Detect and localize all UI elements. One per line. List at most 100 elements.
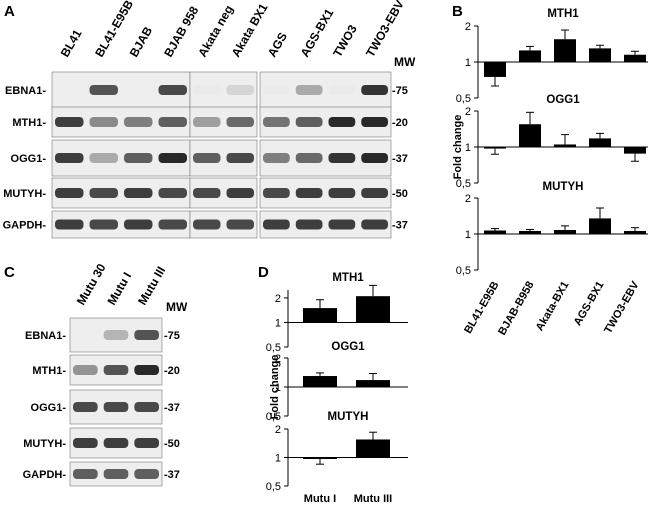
blot-band: [328, 153, 356, 163]
lane-label: BL41: [58, 27, 85, 60]
blot-band: [103, 402, 129, 412]
x-category-label: BJAB-B958: [496, 280, 536, 338]
blot-band: [103, 469, 129, 479]
blot-band: [89, 85, 118, 95]
panel-letter-b: B: [452, 3, 463, 20]
chart-title: MTH1: [332, 272, 364, 284]
blot-band: [158, 85, 187, 95]
blot-band: [263, 219, 290, 230]
bar: [356, 296, 390, 323]
x-category-label: BL41-E95B: [462, 279, 501, 335]
blot-band: [361, 153, 388, 163]
blot-band: [295, 85, 323, 95]
chart-title: MTH1: [547, 8, 579, 20]
panel-letter-d: D: [258, 264, 269, 281]
blot-band: [103, 365, 129, 375]
mw-marker: -75: [164, 330, 180, 342]
blot-band: [55, 188, 84, 198]
mw-marker: -20: [164, 365, 180, 377]
blot-band: [134, 469, 159, 479]
mw-marker: -37: [392, 220, 408, 232]
bar: [519, 124, 541, 147]
blot-row-label: MTH1-: [32, 365, 66, 377]
blot-band: [361, 117, 388, 127]
y-tick-label: 1: [275, 317, 281, 329]
y-tick-label: 2: [275, 293, 281, 305]
blot-row-label: MTH1-: [12, 117, 46, 129]
blot-band: [295, 117, 323, 127]
x-category-label: Mutu III: [354, 493, 393, 505]
x-category-label: TWO3-EBV: [602, 279, 642, 336]
blot-band: [328, 219, 356, 230]
blot-band: [158, 117, 187, 127]
blot-band: [158, 153, 187, 163]
blot-band: [361, 188, 388, 198]
y-tick-label: 2: [275, 353, 281, 365]
blot-row-label: GAPDH-: [23, 469, 67, 481]
bar: [519, 230, 541, 234]
bar: [303, 457, 337, 459]
bar: [303, 308, 337, 323]
chart-title: MUTYH: [328, 411, 369, 423]
bar: [589, 218, 611, 234]
mw-marker: -50: [392, 188, 408, 200]
panel-c-mw-header: MW: [166, 300, 188, 314]
blot-band: [134, 365, 159, 375]
lane-label: Mutu III: [135, 264, 168, 307]
blot-band: [73, 365, 98, 375]
blot-row-label: EBNA1-: [5, 85, 46, 97]
chart-title: OGG1: [546, 94, 580, 106]
blot-band: [263, 188, 290, 198]
blot-band: [263, 153, 290, 163]
chart-title: MUTYH: [543, 181, 584, 193]
bar: [589, 138, 611, 147]
blot-band: [55, 117, 84, 127]
x-category-label: Akata-BX1: [534, 280, 572, 334]
y-tick-label: 0,5: [456, 178, 471, 190]
y-tick-label: 0,5: [266, 481, 281, 493]
bar: [484, 62, 506, 77]
y-tick-label: 0,5: [456, 265, 471, 277]
blot-row-label: GAPDH-: [3, 220, 47, 232]
mw-marker: -37: [164, 469, 180, 481]
blot-band: [263, 117, 290, 127]
blot-band: [328, 85, 356, 95]
lane-label: Mutu I: [104, 270, 134, 308]
blot-band: [226, 188, 254, 198]
lane-label: BJAB: [127, 24, 156, 60]
bar: [356, 439, 390, 458]
y-tick-label: 1: [275, 453, 281, 465]
blot-band: [226, 219, 254, 230]
chart-d-mth1: MTH1 2 1 0,5: [266, 272, 408, 354]
y-tick-label: 2: [275, 424, 281, 436]
lane-label: AGS: [265, 30, 290, 60]
blot-band: [361, 85, 388, 95]
blot-band: [134, 402, 159, 412]
y-tick-label: 0,5: [456, 93, 471, 105]
blot-band: [55, 219, 84, 230]
bar: [554, 230, 576, 234]
y-tick-label: 1: [465, 57, 471, 69]
chart-b-mutyh: MUTYH 2 1 0,5: [456, 181, 648, 277]
blot-band: [295, 153, 323, 163]
blot-row-label: OGG1-: [11, 153, 47, 165]
panel-letter-c: C: [4, 264, 15, 281]
y-tick-label: 1: [465, 142, 471, 154]
y-axis-label: Fold change: [452, 115, 464, 180]
bar: [624, 230, 646, 234]
blot-band: [124, 219, 153, 230]
blot-band: [226, 85, 254, 95]
blot-row-label: EBNA1-: [25, 330, 66, 342]
bar: [624, 54, 646, 62]
bar: [624, 147, 646, 154]
y-tick-label: 1: [465, 229, 471, 241]
y-tick-label: 0,5: [266, 342, 281, 354]
mw-marker: -50: [164, 438, 180, 450]
blot-band: [328, 117, 356, 127]
blot-band: [295, 219, 323, 230]
lane-label: TWO3-EBV: [363, 0, 407, 59]
blot-band: [103, 438, 129, 448]
blot-band: [124, 153, 153, 163]
